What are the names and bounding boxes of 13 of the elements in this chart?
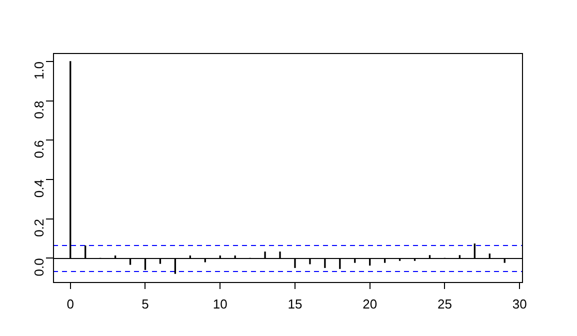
x-tick-label: 15 — [288, 296, 302, 312]
y-tick-label: 1.0 — [32, 61, 47, 80]
x-tick-label: 10 — [212, 296, 228, 312]
y-tick-label: 0.4 — [32, 180, 47, 198]
x-tick-label: 20 — [362, 296, 378, 312]
x-tick-label: 30 — [512, 296, 527, 312]
y-tick-label: 0.2 — [32, 218, 47, 237]
x-tick-label: 0 — [66, 296, 74, 312]
x-tick-label: 5 — [142, 296, 149, 312]
y-tick-label: 0.8 — [32, 100, 47, 119]
y-tick-label: 0.0 — [32, 258, 47, 276]
y-tick-label: 0.6 — [32, 140, 47, 158]
x-tick-label: 25 — [437, 296, 452, 312]
